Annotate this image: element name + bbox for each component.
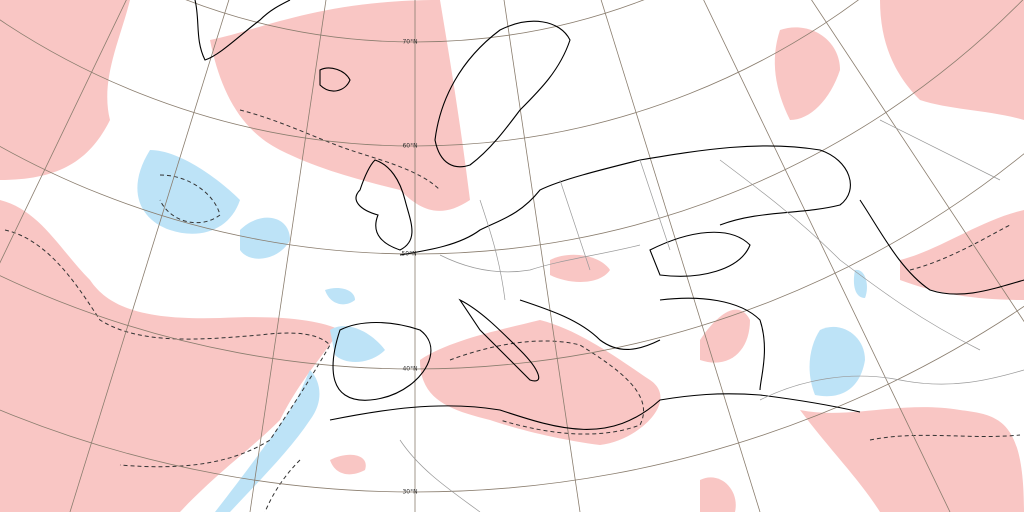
latitude-label: 60°N — [402, 143, 417, 150]
negative-anomaly — [137, 150, 867, 512]
latitude-label: 70°N — [402, 39, 417, 46]
latitude-label: 30°N — [402, 489, 417, 496]
latitude-label: 40°N — [402, 366, 417, 373]
significance-contours — [4, 109, 1021, 512]
latitude-labels: 70°N 60°N 50°N 40°N 30°N — [401, 39, 417, 496]
borders — [399, 119, 1024, 512]
coastlines — [194, 0, 1024, 430]
latitude-label: 50°N — [401, 251, 416, 258]
